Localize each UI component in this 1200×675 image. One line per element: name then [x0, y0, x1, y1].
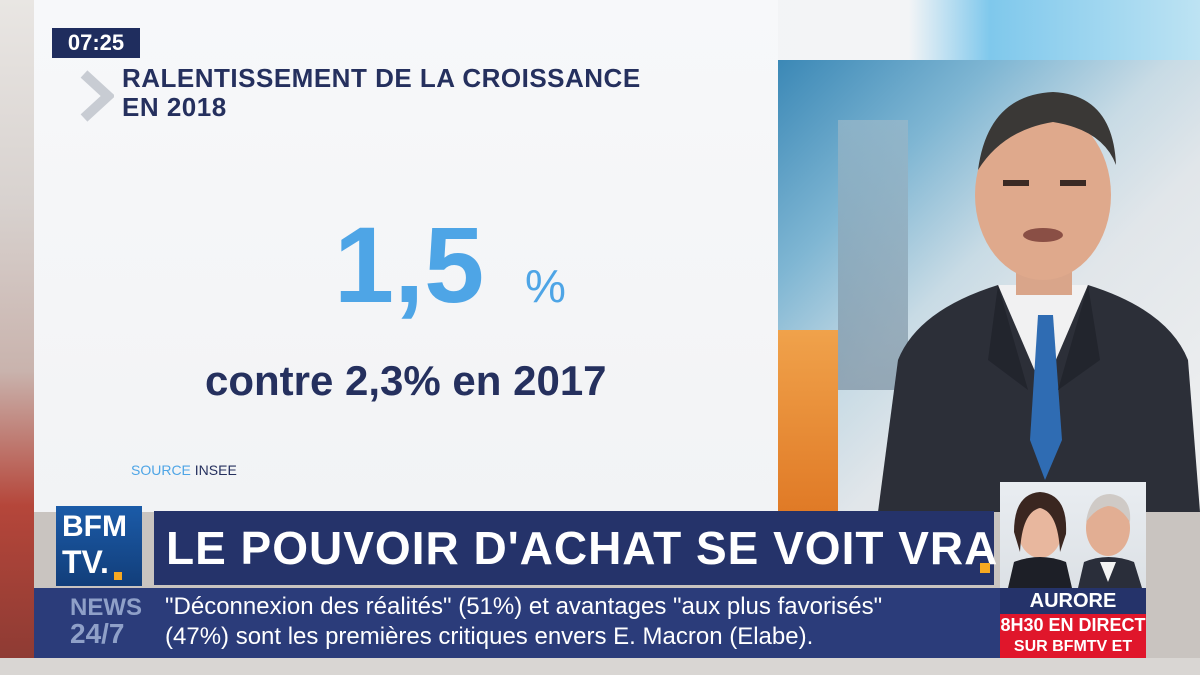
presenter-video	[778, 60, 1200, 512]
growth-value: 1,5	[334, 204, 485, 325]
guest-photos	[1008, 492, 1142, 588]
bottom-strip	[0, 658, 1200, 675]
guest-time: 8H30 EN DIRECT	[1000, 614, 1146, 636]
ticker-line-2: (47%) sont les premières critiques enver…	[165, 623, 814, 650]
growth-unit: %	[525, 260, 566, 312]
headline-banner	[154, 511, 994, 585]
comparison-text: contre 2,3% en 2017	[205, 357, 607, 404]
source-name: INSEE	[194, 462, 237, 478]
news-247-label: 24/7	[70, 618, 125, 649]
upcoming-guest-promo: AURORE BERGÉ 8H30 EN DIRECT SUR BFMTV ET…	[1000, 482, 1146, 658]
background-orange-panel	[778, 330, 838, 512]
logo-tv-text: TV.	[62, 544, 109, 580]
bfmtv-logo: BFM TV.	[56, 506, 142, 586]
source-label: SOURCE	[131, 462, 191, 478]
background-building	[838, 120, 908, 390]
headline-dot	[980, 563, 990, 573]
clock-badge: 07:25	[52, 28, 140, 58]
logo-bfm-text: BFM	[62, 510, 127, 543]
chevron-right-icon	[80, 70, 114, 122]
background-left-edge	[0, 0, 34, 675]
source-line: SOURCE INSEE	[131, 460, 237, 480]
presenter-figure	[878, 92, 1200, 512]
guest-name: AURORE BERGÉ	[1000, 588, 1146, 638]
info-graphic-panel	[34, 0, 778, 512]
logo-dot	[114, 572, 122, 580]
ticker-line-1: "Déconnexion des réalités" (51%) et avan…	[165, 593, 883, 620]
news-label: NEWS	[70, 594, 142, 621]
graphic-title: RALENTISSEMENT DE LA CROISSANCE EN 2018	[122, 63, 641, 122]
news-ticker-bar	[34, 588, 1000, 658]
guest-channel: SUR BFMTV ET RMC	[1000, 636, 1146, 658]
